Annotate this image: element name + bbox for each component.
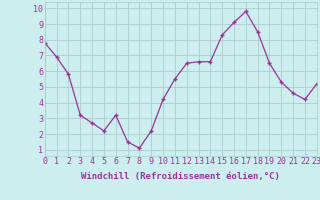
X-axis label: Windchill (Refroidissement éolien,°C): Windchill (Refroidissement éolien,°C)	[81, 172, 280, 181]
